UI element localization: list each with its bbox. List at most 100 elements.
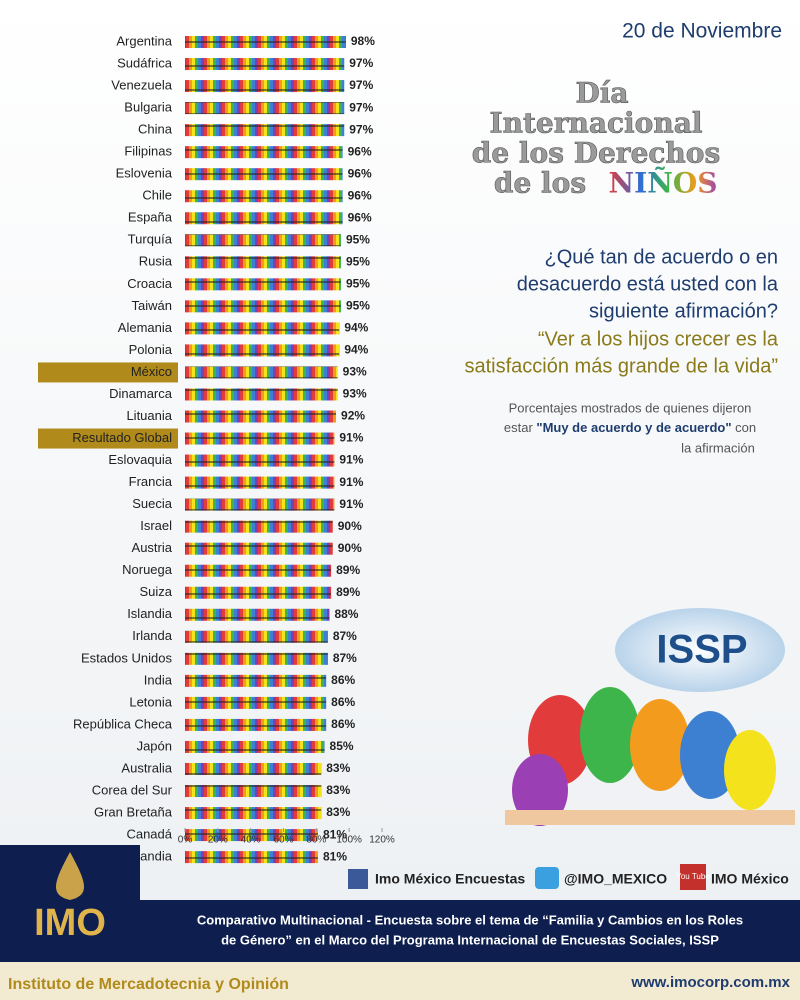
bar xyxy=(185,234,341,247)
title-highlight: NIÑOS xyxy=(609,167,718,200)
bar xyxy=(185,674,327,687)
website: www.imocorp.com.mx xyxy=(630,974,790,991)
value-label: 96% xyxy=(348,210,372,224)
title-line: de los xyxy=(494,167,586,200)
youtube-icon xyxy=(680,864,706,890)
value-label: 97% xyxy=(349,78,373,92)
question-line: ¿Qué tan de acuerdo o en xyxy=(545,246,779,268)
bar xyxy=(185,212,343,225)
note-line: la afirmación xyxy=(681,440,755,455)
category-label: Irlanda xyxy=(132,628,173,643)
bar xyxy=(185,366,338,379)
category-label: Letonia xyxy=(129,694,172,709)
category-label: Noruega xyxy=(122,562,173,577)
category-label: Lituania xyxy=(126,408,172,423)
note-text: con xyxy=(732,420,757,435)
bar xyxy=(185,851,318,864)
category-label: Islandia xyxy=(127,606,173,621)
institute-name: Instituto de Mercadotecnia y Opinión xyxy=(8,976,289,993)
value-label: 96% xyxy=(348,166,372,180)
value-label: 95% xyxy=(346,277,370,291)
category-label: Chile xyxy=(142,188,172,203)
category-label: Eslovenia xyxy=(116,166,173,181)
bar xyxy=(185,740,325,753)
category-label: México xyxy=(131,364,172,379)
category-label: Canadá xyxy=(126,827,172,842)
bar xyxy=(185,498,335,511)
value-label: 96% xyxy=(348,144,372,158)
bar xyxy=(185,608,330,621)
value-label: 87% xyxy=(333,629,357,643)
value-label: 96% xyxy=(348,188,372,202)
x-tick-label: 120% xyxy=(369,835,395,846)
quote-line: satisfacción más grande de la vida” xyxy=(465,355,779,377)
bar xyxy=(185,718,327,731)
x-tick-label: 20% xyxy=(208,835,228,846)
bar xyxy=(185,432,335,445)
category-label: España xyxy=(128,210,173,225)
social-bar: Imo México Encuestas @IMO_MEXICO You Tub… xyxy=(348,864,789,890)
category-label: India xyxy=(144,672,173,687)
value-label: 91% xyxy=(339,453,363,467)
bar xyxy=(185,520,333,533)
category-label: Sudáfrica xyxy=(117,55,173,70)
value-label: 93% xyxy=(343,365,367,379)
x-tick-label: 0% xyxy=(178,835,193,846)
title-line: de los Derechos xyxy=(472,137,720,170)
question-line: siguiente afirmación? xyxy=(589,300,778,322)
bar xyxy=(185,300,341,313)
category-label: Suecia xyxy=(132,496,173,511)
x-tick-label: 60% xyxy=(273,835,293,846)
logo-drop xyxy=(56,852,84,900)
category-label: Rusia xyxy=(139,254,173,269)
value-label: 88% xyxy=(334,607,358,621)
value-label: 91% xyxy=(339,431,363,445)
facebook-handle: Imo México Encuestas xyxy=(375,871,525,887)
value-label: 85% xyxy=(330,739,354,753)
bar xyxy=(185,410,337,423)
row-highlight xyxy=(38,428,178,449)
category-label: Resultado Global xyxy=(72,430,172,445)
issp-globe xyxy=(615,608,785,692)
category-label: Suiza xyxy=(139,584,172,599)
bar xyxy=(185,586,332,599)
category-label: Corea del Sur xyxy=(92,782,173,797)
value-label: 83% xyxy=(326,783,350,797)
value-label: 81% xyxy=(323,849,347,863)
bar xyxy=(185,58,345,71)
hands-image xyxy=(505,687,795,826)
value-label: 89% xyxy=(336,563,360,577)
category-label: República Checa xyxy=(73,716,173,731)
logo-brand: IMO xyxy=(34,902,106,944)
value-label: 90% xyxy=(338,519,362,533)
bar xyxy=(185,454,335,467)
bar-chart: Argentina 98% Sudáfrica 97% Venezuela 97% Bulg… xyxy=(38,33,395,864)
value-label: 97% xyxy=(349,56,373,70)
bar xyxy=(185,168,343,181)
row-highlight xyxy=(38,362,178,383)
x-tick-label: 80% xyxy=(306,835,326,846)
bar xyxy=(185,542,333,555)
value-label: 83% xyxy=(326,761,350,775)
issp-logo: ISSP xyxy=(656,628,747,672)
twitter-icon xyxy=(535,867,559,889)
bar xyxy=(185,476,335,489)
category-label: Austria xyxy=(132,540,173,555)
value-label: 91% xyxy=(339,475,363,489)
value-label: 92% xyxy=(341,409,365,423)
value-label: 97% xyxy=(349,100,373,114)
bar xyxy=(185,785,322,798)
bar xyxy=(185,102,345,115)
category-label: Israel xyxy=(140,518,172,533)
question-line: desacuerdo está usted con la xyxy=(517,273,779,295)
x-tick-label: 100% xyxy=(336,835,362,846)
category-label: Argentina xyxy=(116,33,172,48)
category-label: Gran Bretaña xyxy=(94,804,173,819)
category-label: Japón xyxy=(137,738,172,753)
footer-description: de Género” en el Marco del Programa Inte… xyxy=(221,932,719,947)
bar xyxy=(185,807,322,820)
category-label: Venezuela xyxy=(111,77,172,92)
bar xyxy=(185,652,328,665)
